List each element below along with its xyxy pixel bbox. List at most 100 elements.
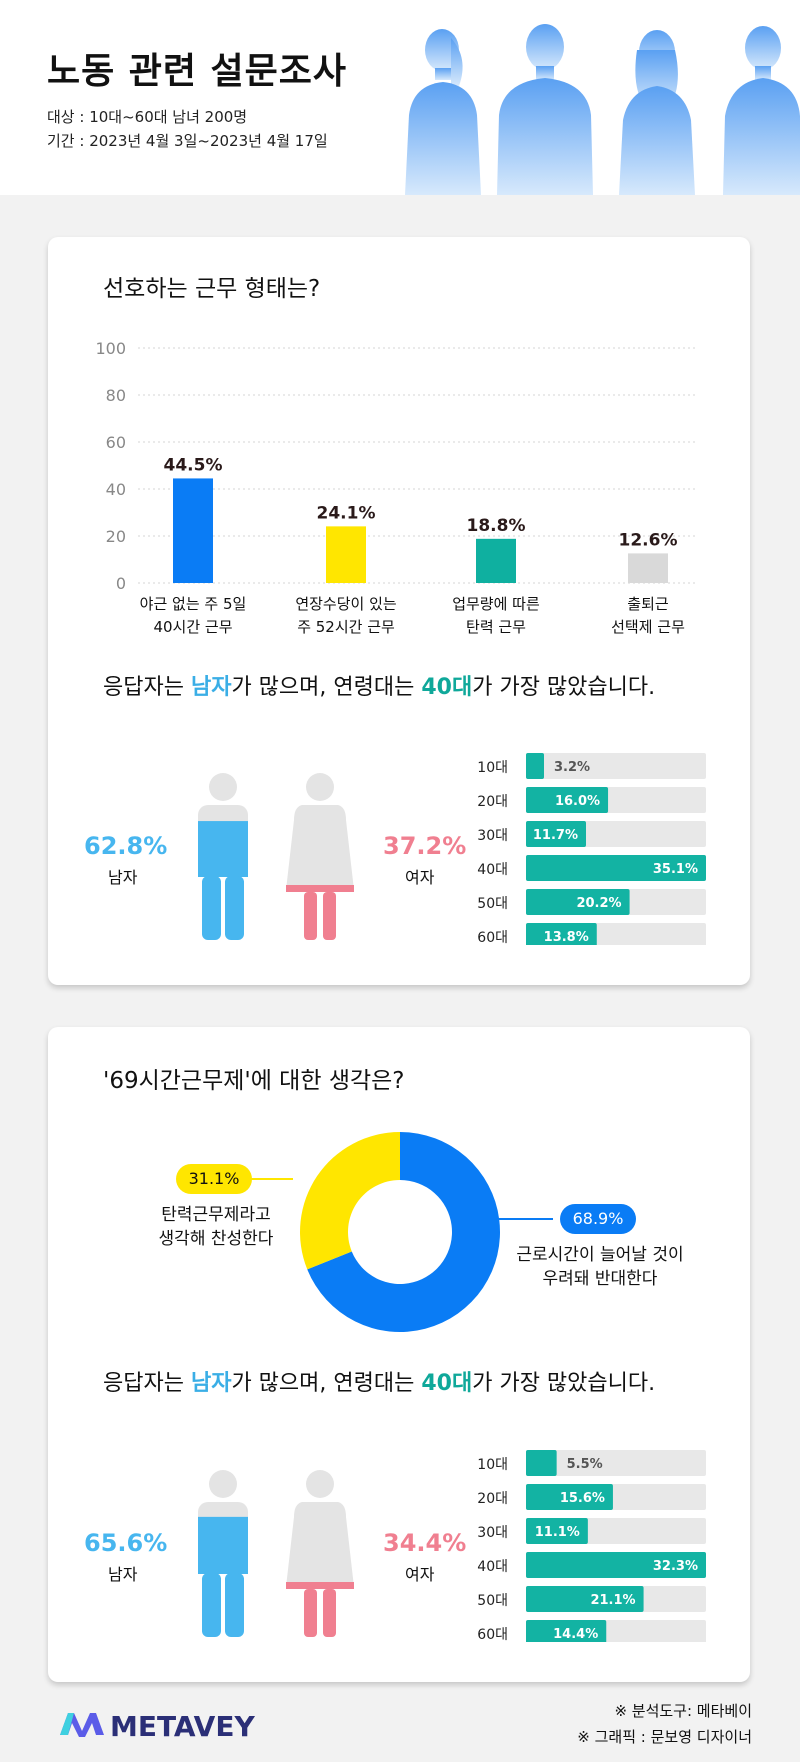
opinion-donut-chart [243, 1132, 553, 1332]
pro-description: 탄력근무제라고 생각해 찬성한다 [136, 1203, 296, 1251]
male-figure-icon [198, 773, 248, 940]
summary-text: 응답자는 [103, 1371, 191, 1396]
age-bar-value: 14.4% [553, 1627, 598, 1642]
donut-slice [300, 1132, 400, 1270]
x-category-label: 연장수당이 있는 [295, 595, 397, 613]
age-bar [526, 821, 586, 847]
age-category-label: 60대 [477, 930, 508, 945]
preferred-work-type-card: 선호하는 근무 형태는? 0 20 40 60 80 100 44.5% 야근 없는 주 5일… [48, 237, 750, 985]
age-category-label: 10대 [477, 760, 508, 776]
69-hour-opinion-card: '69시간근무제'에 대한 생각은? 31.1% 탄력근무제라고 생각해 찬성한… [48, 1027, 750, 1682]
age-category-label: 30대 [477, 1525, 508, 1541]
bar [628, 553, 668, 583]
analysis-tool-credit: ※ 분석도구: 메타베이 [614, 1702, 752, 1720]
x-category-label: 탄력 근무 [466, 618, 526, 636]
female-label: 여자 [405, 868, 435, 887]
bar [173, 478, 213, 583]
x-category-label: 주 52시간 근무 [297, 618, 395, 636]
age-bar-value: 13.8% [544, 930, 589, 945]
female-figure-shape [286, 1470, 354, 1637]
respondent-summary: 응답자는 남자가 많으며, 연령대는 40대가 가장 많았습니다. [103, 669, 655, 701]
age-bar-track [526, 753, 706, 779]
summary-highlight-male: 남자 [190, 1371, 232, 1396]
summary-highlight-age: 40대 [421, 1371, 473, 1396]
question-title: '69시간근무제'에 대한 생각은? [103, 1068, 405, 1094]
age-bar-value: 35.1% [653, 862, 698, 877]
x-category-label: 출퇴근 [627, 595, 669, 613]
age-bar-value: 11.1% [535, 1525, 580, 1540]
page-title: 노동 관련 설문조사 [47, 51, 348, 92]
age-bar-value: 15.6% [560, 1491, 605, 1506]
metavey-logo: METAVEY [60, 1710, 255, 1743]
pro-percent-pill: 31.1% [176, 1164, 252, 1194]
summary-text: 가 가장 많았습니다. [472, 675, 656, 700]
y-tick-label: 100 [95, 339, 126, 358]
age-bar [526, 855, 706, 881]
age-bar-value: 21.1% [590, 1593, 635, 1608]
summary-highlight-male: 남자 [190, 675, 232, 700]
male-figure-shape [198, 1470, 248, 1637]
people-silhouettes-illustration [405, 24, 800, 195]
age-bar-value: 3.2% [554, 760, 590, 775]
x-category-label: 선택제 근무 [611, 618, 685, 636]
age-bar [526, 1586, 644, 1612]
con-percent-pill: 68.9% [560, 1204, 636, 1234]
age-bar [526, 753, 544, 779]
y-tick-label: 40 [106, 480, 126, 499]
age-bar-value: 5.5% [567, 1457, 603, 1472]
donut-slice [307, 1132, 500, 1332]
age-category-label: 20대 [477, 1491, 508, 1507]
work-type-bar-chart: 0 20 40 60 80 100 44.5% 야근 없는 주 5일 40시간 근무 24.1% 연… [95, 339, 698, 636]
y-tick-label: 60 [106, 433, 126, 452]
age-category-label: 20대 [477, 794, 508, 810]
age-bar [526, 1484, 613, 1510]
age-bar [526, 787, 609, 813]
female-figure-icon [286, 1470, 354, 1637]
age-bar [526, 1450, 557, 1476]
female-percent: 34.4% [383, 1529, 467, 1557]
survey-period: 기간 : 2023년 4월 3일~2023년 4월 17일 [47, 132, 328, 150]
age-distribution-chart: 10대 3.2% 20대 16.0% 30대 11.7% 40대 35.1% 50대 20.2% 6… [477, 753, 706, 945]
age-category-label: 10대 [477, 1457, 508, 1473]
male-label: 남자 [108, 868, 138, 887]
age-category-label: 40대 [477, 1559, 508, 1575]
age-bar-track [526, 1450, 706, 1476]
age-bar-value: 32.3% [653, 1559, 698, 1574]
survey-target: 대상 : 10대~60대 남녀 200명 [47, 108, 248, 126]
male-figure-shape [198, 773, 248, 940]
age-bar [526, 923, 597, 945]
bar-value-label: 24.1% [317, 503, 376, 523]
logo-text: METAVEY [110, 1710, 255, 1743]
y-tick-label: 20 [106, 527, 126, 546]
age-bar [526, 1620, 607, 1642]
x-category-label: 야근 없는 주 5일 [140, 595, 247, 613]
age-bar-value: 11.7% [533, 828, 578, 843]
male-percent: 65.6% [84, 1529, 168, 1557]
graphic-credit: ※ 그래픽 : 문보영 디자이너 [577, 1728, 752, 1746]
female-figure-shape [286, 773, 354, 940]
bar-value-label: 12.6% [619, 530, 678, 550]
x-category-label: 40시간 근무 [153, 618, 232, 636]
header: 노동 관련 설문조사 대상 : 10대~60대 남녀 200명 기간 : 202… [0, 0, 800, 195]
age-bar-value: 20.2% [576, 896, 621, 911]
bar-value-label: 44.5% [164, 455, 223, 475]
age-category-label: 30대 [477, 828, 508, 844]
y-tick-label: 0 [116, 574, 126, 593]
pro-text-line: 탄력근무제라고 [161, 1205, 271, 1225]
male-percent: 62.8% [84, 832, 168, 860]
con-text-line: 근로시간이 늘어날 것이 [516, 1245, 684, 1265]
summary-highlight-age: 40대 [421, 675, 473, 700]
pro-text-line: 생각해 찬성한다 [158, 1229, 274, 1249]
age-bar-value: 16.0% [555, 794, 600, 809]
question-title: 선호하는 근무 형태는? [103, 276, 321, 302]
summary-text: 가 많으며, 연령대는 [231, 1371, 422, 1396]
age-bar [526, 889, 630, 915]
age-category-label: 40대 [477, 862, 508, 878]
female-percent: 37.2% [383, 832, 467, 860]
respondent-summary: 응답자는 남자가 많으며, 연령대는 40대가 가장 많았습니다. [103, 1365, 655, 1397]
age-distribution-chart: 10대 5.5% 20대 15.6% 30대 11.1% 40대 32.3% 50대 21.1% 6… [477, 1450, 706, 1642]
age-category-label: 50대 [477, 896, 508, 912]
age-bar [526, 1552, 706, 1578]
female-label: 여자 [405, 1565, 435, 1584]
summary-text: 가 가장 많았습니다. [472, 1371, 656, 1396]
